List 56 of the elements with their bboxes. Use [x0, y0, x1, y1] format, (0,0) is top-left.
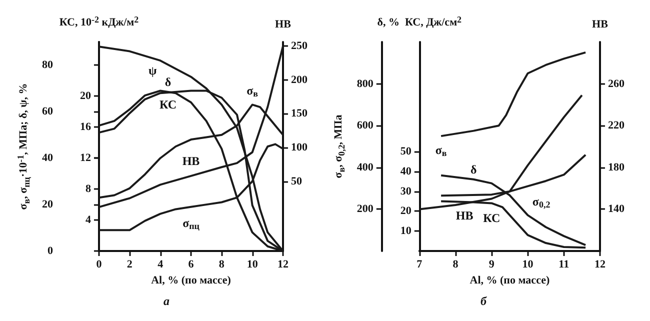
y-tick-label: 80 [42, 59, 54, 72]
y-axis-title: σв, σпц·10-1, МПа; δ, ψ, % [16, 83, 32, 210]
y2-tick-label: 8 [86, 183, 92, 196]
x-tick-label: 11 [558, 258, 570, 270]
y2-tick-label: 20 [400, 205, 412, 218]
x-axis-title: Al, % (по массе) [151, 274, 232, 286]
y2-tick-label: 40 [400, 165, 412, 178]
series-label: ψ [148, 63, 158, 78]
y-tick-label: 400 [356, 161, 374, 174]
y3-tick-label: 100 [291, 142, 308, 154]
y-tick-label: 60 [42, 106, 54, 118]
x-tick-label: 7 [416, 258, 423, 270]
x-tick-label: 12 [278, 258, 289, 270]
series-label: НВ [182, 154, 200, 168]
y3-tick-label: 260 [608, 78, 625, 90]
y-tick-label: 20 [42, 198, 54, 211]
y3-tick-label: 250 [291, 40, 308, 52]
text: б [480, 294, 488, 308]
y3-tick-label: 140 [608, 203, 625, 216]
x-tick-label: 4 [158, 258, 164, 270]
y2-tick-label: 50 [400, 145, 412, 158]
y-tick-label: 0 [48, 245, 54, 257]
y3-tick-label: 150 [291, 108, 308, 120]
text: а [164, 294, 170, 308]
y2-tick-label: 10 [400, 225, 412, 238]
y3-tick-label: 200 [291, 74, 308, 86]
y2-tick-label: 4 [86, 214, 92, 226]
y2-tick-label: 30 [400, 185, 412, 198]
x-tick-label: 8 [218, 258, 225, 270]
x-tick-label: 10 [522, 258, 534, 270]
y2-tick-label: 16 [80, 121, 92, 134]
series-label: КС [483, 211, 500, 226]
x-tick-label: 2 [126, 258, 133, 270]
series-label: КС [159, 98, 177, 112]
y-tick-label: 600 [356, 120, 374, 132]
y-axis-title: σв, σ0,2, МПа [332, 114, 346, 178]
y2-tick-label: 20 [80, 90, 92, 102]
x-tick-label: 0 [96, 258, 102, 270]
y3-axis-title: НВ [592, 18, 609, 30]
y3-tick-label: 50 [291, 175, 302, 188]
y-tick-label: 40 [42, 152, 54, 164]
x-tick-label: 6 [188, 258, 194, 270]
series-label: НВ [456, 208, 474, 222]
x-tick-label: 8 [452, 258, 459, 270]
y-tick-label: 200 [356, 203, 374, 216]
x-tick-label: 12 [594, 258, 606, 270]
x-axis-title: Al, % (по массе) [470, 274, 550, 286]
y3-tick-label: 180 [608, 161, 625, 174]
series-label: δ [470, 162, 477, 176]
y3-tick-label: 220 [608, 120, 625, 132]
x-tick-label: 10 [246, 258, 258, 270]
y-tick-label: 800 [356, 78, 374, 90]
y3-axis-title: НВ [275, 18, 292, 30]
x-tick-label: 9 [488, 258, 495, 270]
series-label: δ [164, 74, 172, 89]
y2-tick-label: 12 [80, 152, 92, 164]
